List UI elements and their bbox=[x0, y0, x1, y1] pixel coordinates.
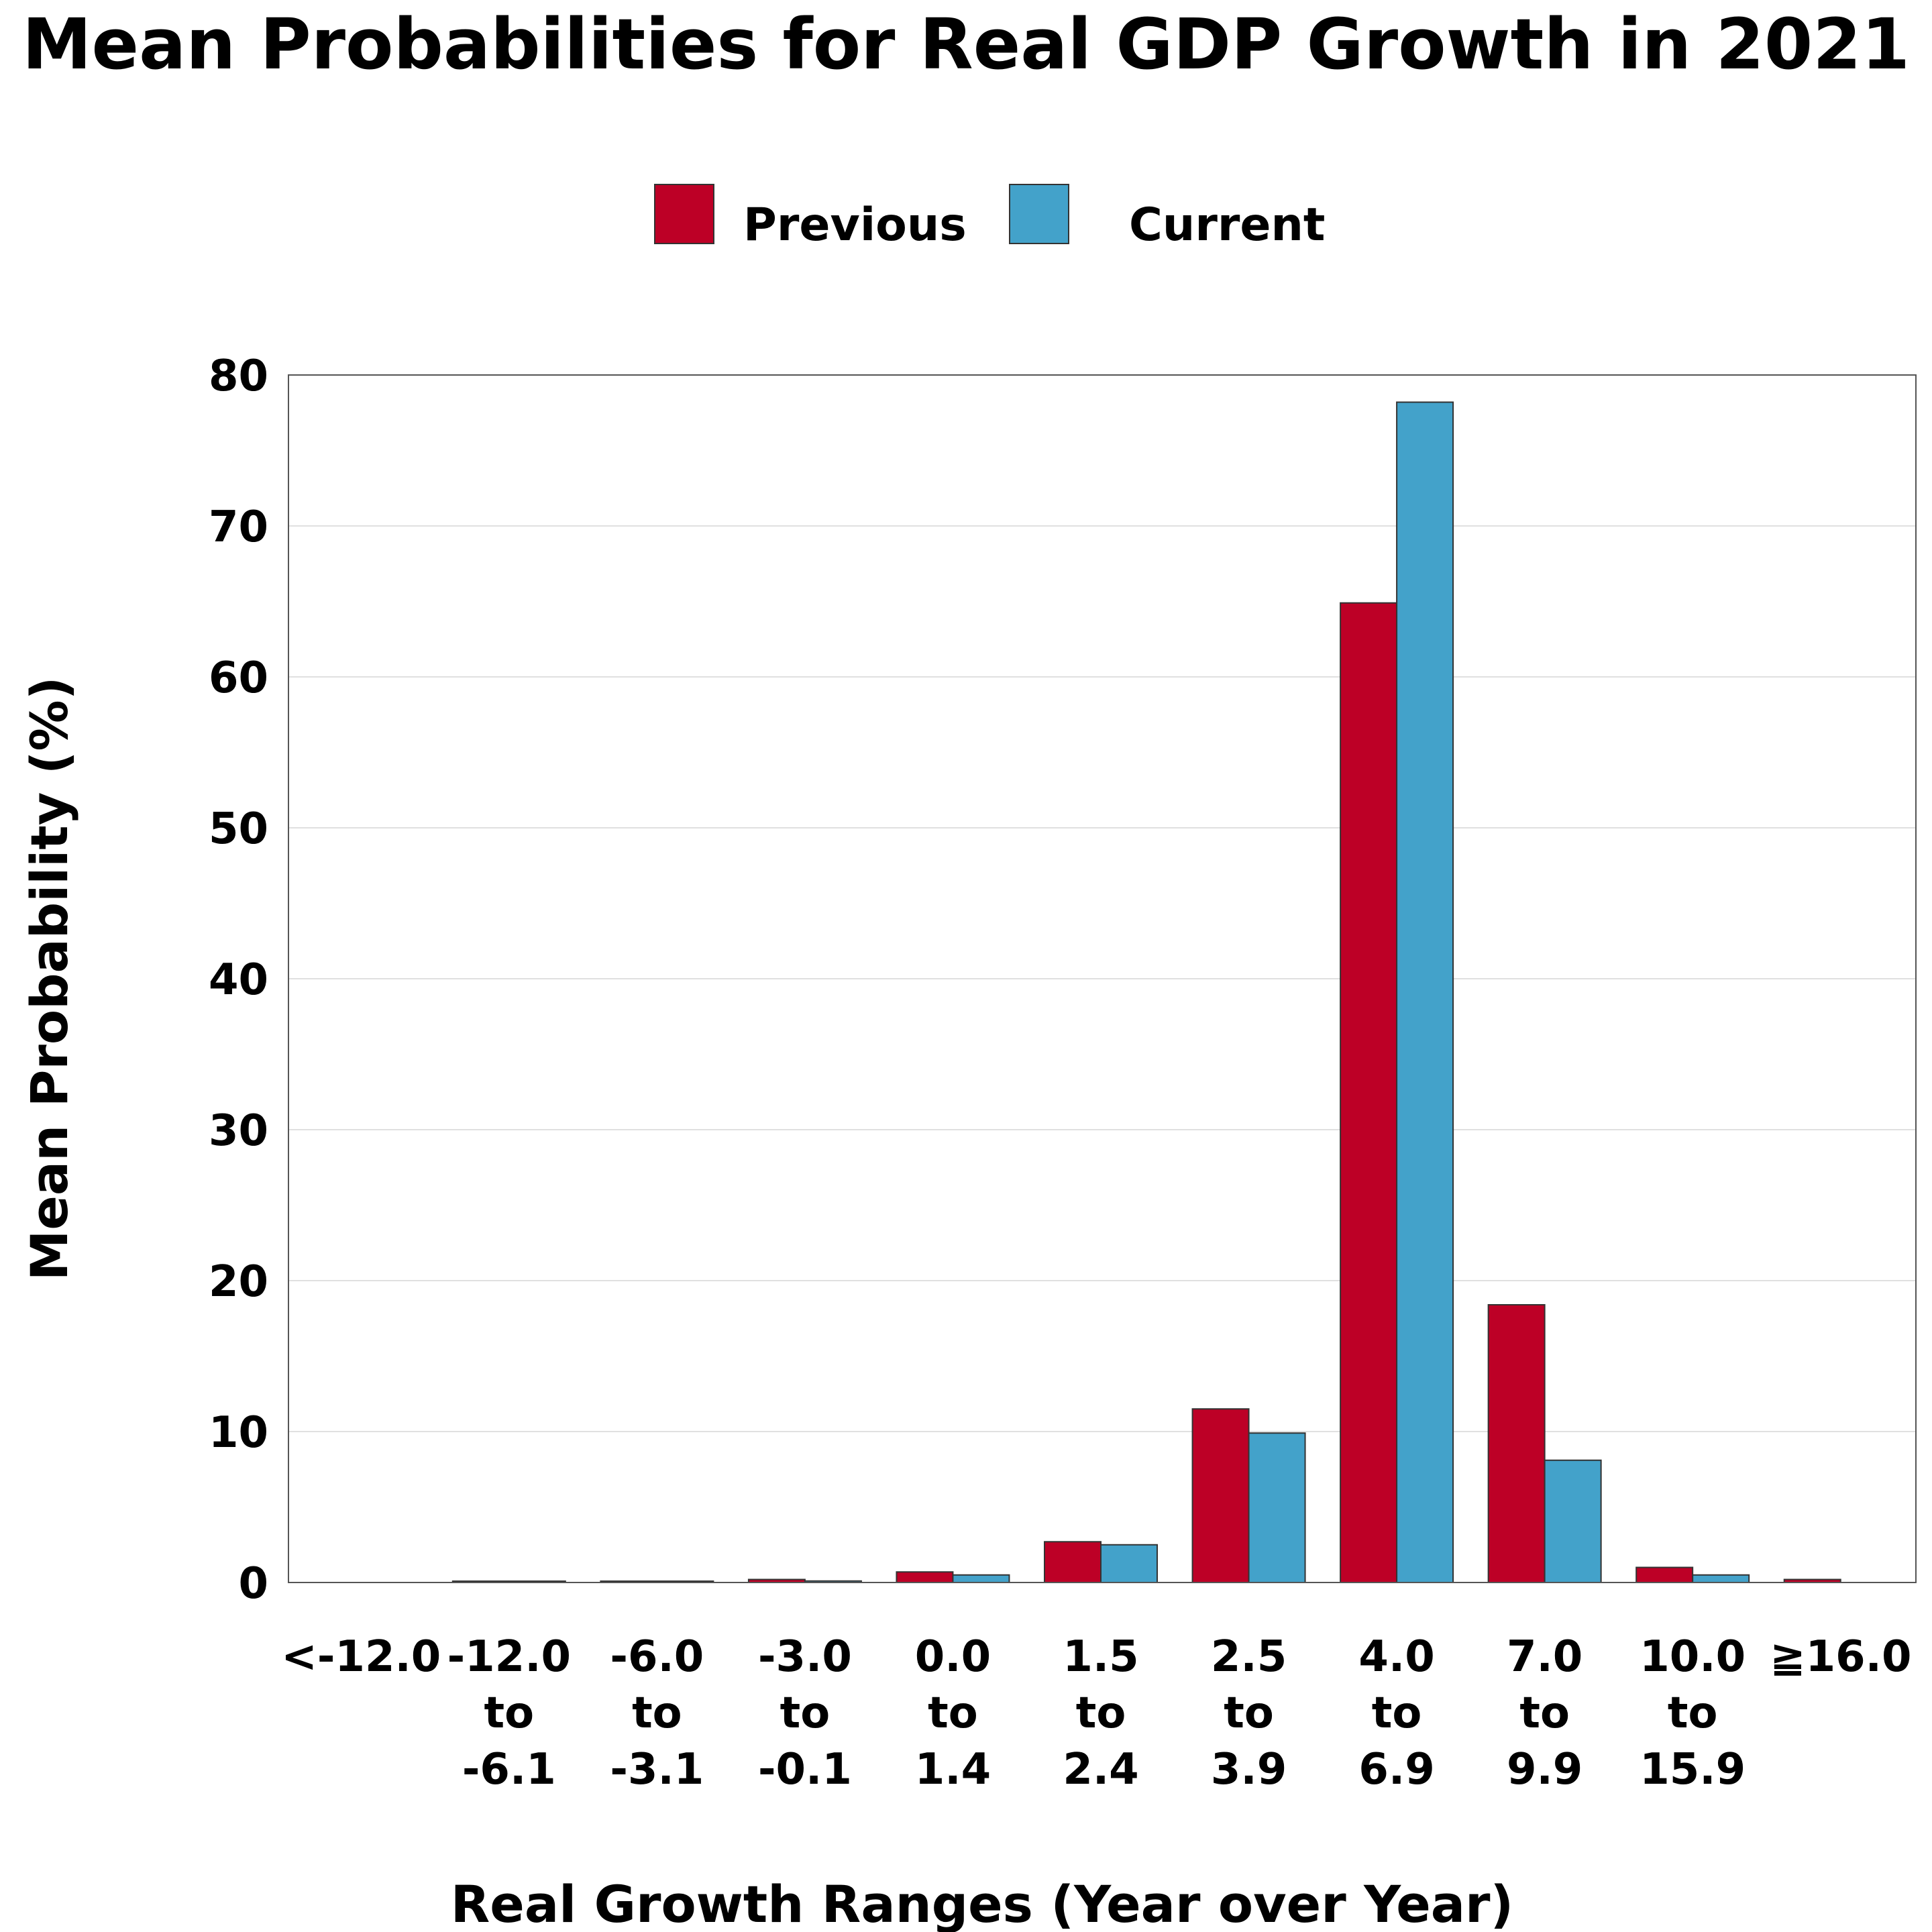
chart-title: Mean Probabilities for Real GDP Growth i… bbox=[22, 3, 1910, 85]
bar-previous bbox=[1635, 1566, 1694, 1583]
x-tick-label: to bbox=[1519, 1688, 1570, 1738]
bar-previous bbox=[1191, 1408, 1250, 1583]
legend: Previous Current bbox=[654, 184, 1325, 252]
x-tick-label: 7.0 bbox=[1507, 1632, 1582, 1682]
bar-current bbox=[952, 1574, 1010, 1583]
bar-previous bbox=[896, 1571, 954, 1583]
x-tick-label: 2.4 bbox=[1063, 1745, 1138, 1794]
legend-label-previous: Previous bbox=[743, 199, 967, 252]
x-tick-label: to bbox=[1076, 1688, 1126, 1738]
y-tick-label: 30 bbox=[209, 1106, 268, 1156]
bar-previous bbox=[1487, 1304, 1546, 1583]
x-tick-label: 15.9 bbox=[1640, 1745, 1746, 1794]
y-tick-label: 20 bbox=[209, 1257, 268, 1307]
x-tick-label: 10.0 bbox=[1640, 1632, 1746, 1682]
bar-previous bbox=[1044, 1541, 1102, 1583]
y-tick-label: 80 bbox=[209, 352, 268, 401]
x-tick-label: to bbox=[928, 1688, 978, 1738]
bar-current bbox=[1544, 1459, 1602, 1583]
x-tick-label: to bbox=[780, 1688, 830, 1738]
bars bbox=[451, 401, 1841, 1583]
x-tick-label: 6.9 bbox=[1358, 1745, 1434, 1794]
legend-swatch-previous bbox=[654, 184, 714, 244]
x-tick-label: ≧16.0 bbox=[1770, 1632, 1912, 1682]
x-tick-label: 9.9 bbox=[1507, 1745, 1582, 1794]
x-tick-label: 2.5 bbox=[1211, 1632, 1287, 1682]
x-tick-label: 1.4 bbox=[915, 1745, 991, 1794]
x-tick-label: to bbox=[1224, 1688, 1274, 1738]
bar-current bbox=[1100, 1544, 1158, 1583]
y-tick-label: 40 bbox=[209, 955, 268, 1005]
x-tick-label: 0.0 bbox=[915, 1632, 991, 1682]
x-tick-label: 1.5 bbox=[1063, 1632, 1138, 1682]
bar-current bbox=[1692, 1574, 1750, 1583]
x-tick-label: -6.1 bbox=[462, 1745, 556, 1794]
legend-label-current: Current bbox=[1129, 199, 1325, 252]
x-tick-label: -3.0 bbox=[758, 1632, 852, 1682]
x-axis-label: Real Growth Ranges (Year over Year) bbox=[451, 1874, 1514, 1932]
plot-area bbox=[288, 374, 1917, 1583]
y-axis-label: Mean Probability (%) bbox=[19, 677, 79, 1281]
x-tick-label: to bbox=[1372, 1688, 1422, 1738]
x-tick-label: 3.9 bbox=[1211, 1745, 1287, 1794]
y-tick-label: 10 bbox=[209, 1408, 268, 1458]
x-tick-label: to bbox=[484, 1688, 535, 1738]
x-tick-label: 4.0 bbox=[1358, 1632, 1434, 1682]
bar-current bbox=[1248, 1432, 1306, 1583]
y-tick-label: 50 bbox=[209, 804, 268, 854]
y-tick-label: 70 bbox=[209, 502, 268, 552]
y-tick-label: 0 bbox=[238, 1559, 268, 1609]
y-axis: 0 10 20 30 40 50 60 70 80 bbox=[209, 352, 268, 1609]
gridlines bbox=[288, 525, 1916, 1432]
x-tick-label: -0.1 bbox=[758, 1745, 852, 1794]
x-tick-label: to bbox=[632, 1688, 682, 1738]
x-tick-label: <-12.0 bbox=[281, 1632, 441, 1682]
bar-previous bbox=[1340, 602, 1398, 1583]
x-tick-label: -12.0 bbox=[447, 1632, 571, 1682]
x-tick-label: -6.0 bbox=[610, 1632, 704, 1682]
legend-swatch-current bbox=[1009, 184, 1069, 244]
x-tick-label: -3.1 bbox=[610, 1745, 704, 1794]
y-tick-label: 60 bbox=[209, 653, 268, 703]
x-axis: <-12.0 -12.0 to -6.1 -6.0 to -3.1 -3.0 to -0.1 0.0… bbox=[281, 1632, 1911, 1794]
bar-current bbox=[1396, 401, 1454, 1583]
x-tick-label: to bbox=[1668, 1688, 1718, 1738]
